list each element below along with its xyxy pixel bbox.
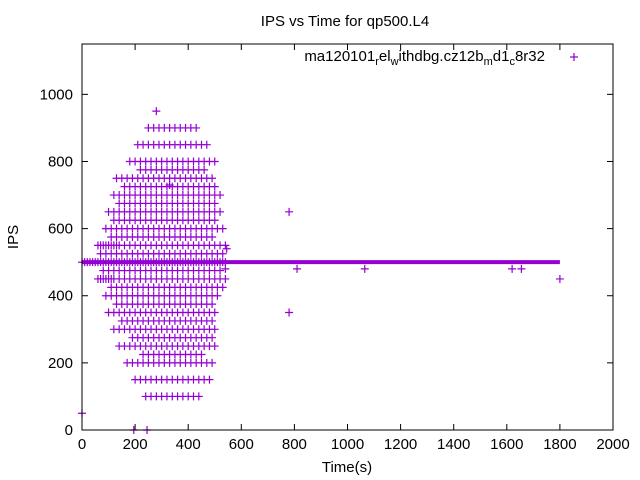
data-point	[517, 264, 526, 273]
x-tick-labels: 0 200 400 600 800 1000 1200 1400 1600 1800 2000	[78, 436, 630, 453]
legend-label-subscript: r	[375, 56, 379, 68]
data-point	[208, 300, 217, 309]
data-point	[508, 264, 517, 273]
data-point	[202, 140, 211, 149]
x-tick-label: 1400	[437, 436, 470, 453]
legend-marker	[570, 53, 578, 61]
data-point	[293, 264, 302, 273]
legend-label-segment: 8r32	[515, 48, 545, 65]
data-point	[192, 123, 201, 132]
x-tick-label: 1800	[543, 436, 576, 453]
data-point	[208, 333, 217, 342]
data-point	[222, 244, 231, 253]
data-point	[216, 191, 225, 200]
data-point	[210, 308, 219, 317]
x-tick-label: 200	[123, 436, 148, 453]
legend: ma120101relwithdbg.cz12bmd1c8r32	[304, 48, 578, 68]
y-tick-labels: 0 200 400 600 800 1000	[40, 86, 73, 439]
data-point	[165, 180, 174, 189]
data-point	[221, 264, 230, 273]
data-point	[360, 264, 369, 273]
data-point	[210, 342, 219, 351]
data-point	[210, 157, 219, 166]
y-axis-title: IPS	[5, 225, 22, 249]
plot-frame	[81, 43, 614, 431]
x-tick-label: 800	[282, 436, 307, 453]
y-tick-label: 200	[48, 355, 73, 372]
data-point	[152, 107, 161, 116]
legend-label: ma120101relwithdbg.cz12bmd1c8r32	[304, 48, 545, 68]
data-point	[200, 165, 209, 174]
data-point	[221, 241, 230, 250]
data-point	[208, 233, 217, 241]
y-tick-label: 400	[48, 288, 73, 305]
data-point	[208, 174, 217, 183]
legend-label-segment: el	[379, 48, 391, 65]
data-point	[210, 199, 219, 208]
data-point	[213, 291, 222, 300]
data-point	[197, 350, 206, 359]
chart-title: IPS vs Time for qp500.L4	[261, 13, 429, 30]
data-point	[285, 207, 294, 216]
data-point	[194, 392, 203, 401]
data-points	[78, 107, 564, 434]
data-point	[208, 316, 217, 325]
data-point	[555, 274, 564, 283]
x-axis-title: Time(s)	[322, 459, 372, 476]
data-point	[210, 216, 219, 225]
x-tick-label: 400	[176, 436, 201, 453]
data-point	[218, 249, 227, 258]
x-tick-label: 1600	[490, 436, 523, 453]
legend-label-subscript: w	[390, 56, 399, 68]
y-tick-label: 1000	[40, 86, 73, 103]
legend-marker-icon	[570, 53, 578, 61]
y-tick-label: 0	[65, 422, 73, 439]
data-point	[208, 358, 217, 367]
x-tick-label: 1000	[331, 436, 364, 453]
legend-label-segment: ma120101	[304, 48, 375, 65]
x-tick-label: 1200	[384, 436, 417, 453]
data-point	[285, 308, 294, 317]
x-tick-label: 2000	[596, 436, 629, 453]
legend-label-subscript: m	[484, 56, 493, 68]
data-point	[205, 375, 214, 384]
legend-label-subscript: c	[509, 56, 515, 68]
x-tick-label: 600	[229, 436, 254, 453]
data-point	[218, 283, 227, 292]
x-tick-label: 0	[78, 436, 86, 453]
data-point	[210, 182, 219, 191]
data-point	[221, 274, 230, 283]
data-point	[210, 325, 219, 334]
data-point	[218, 224, 227, 233]
y-tick-label: 800	[48, 153, 73, 170]
legend-label-segment: d1	[493, 48, 510, 65]
data-point	[216, 207, 225, 216]
y-tick-label: 600	[48, 221, 73, 238]
legend-label-segment: ithdbg.cz12b	[399, 48, 484, 65]
data-point	[216, 266, 225, 275]
